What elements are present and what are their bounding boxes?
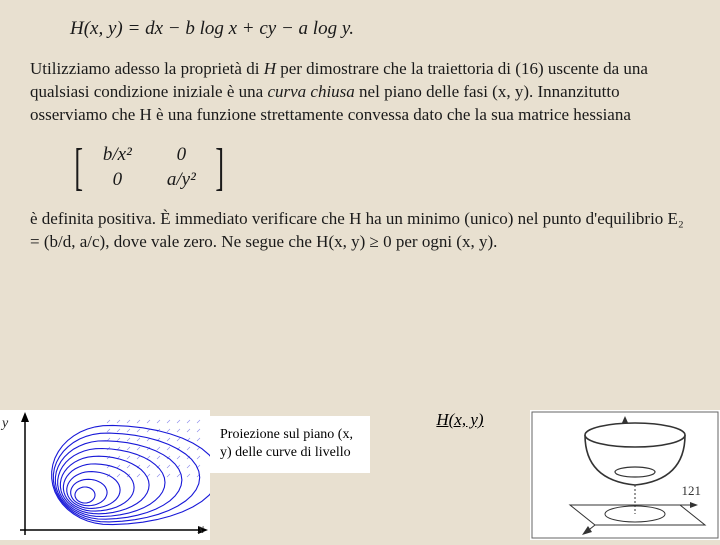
matrix-cell: b/x² [95,143,139,168]
text: H [264,59,276,78]
formula-hxy: H(x, y) = dx − b log x + cy − a log y. [70,18,690,40]
matrix-cell: 0 [95,168,139,193]
text: Utilizziamo adesso la proprietà di [30,59,264,78]
hessian-matrix: [ b/x² 0 0 a/y² ] [70,143,690,192]
bracket-left: [ [74,147,83,189]
matrix-cell: 0 [159,143,203,168]
page-number: 121 [679,482,705,500]
h-function-label: H(x, y) [436,410,483,430]
paragraph-1: Utilizziamo adesso la proprietà di H per… [30,58,690,127]
paragraph-2: è definita positiva. È immediato verific… [30,208,690,254]
y-axis-label: y [2,416,8,432]
matrix-cell: a/y² [159,168,203,193]
bowl-surface-plot [530,410,720,540]
text: curva chiusa [267,82,354,101]
phase-portrait-plot: y x [0,410,210,540]
phase-caption: Proiezione sul piano (x, y) delle curve … [210,416,370,473]
phase-portrait-svg [0,410,210,540]
bowl-svg [530,410,720,540]
x-axis-label: x [198,522,204,538]
bracket-right: ] [216,147,225,189]
